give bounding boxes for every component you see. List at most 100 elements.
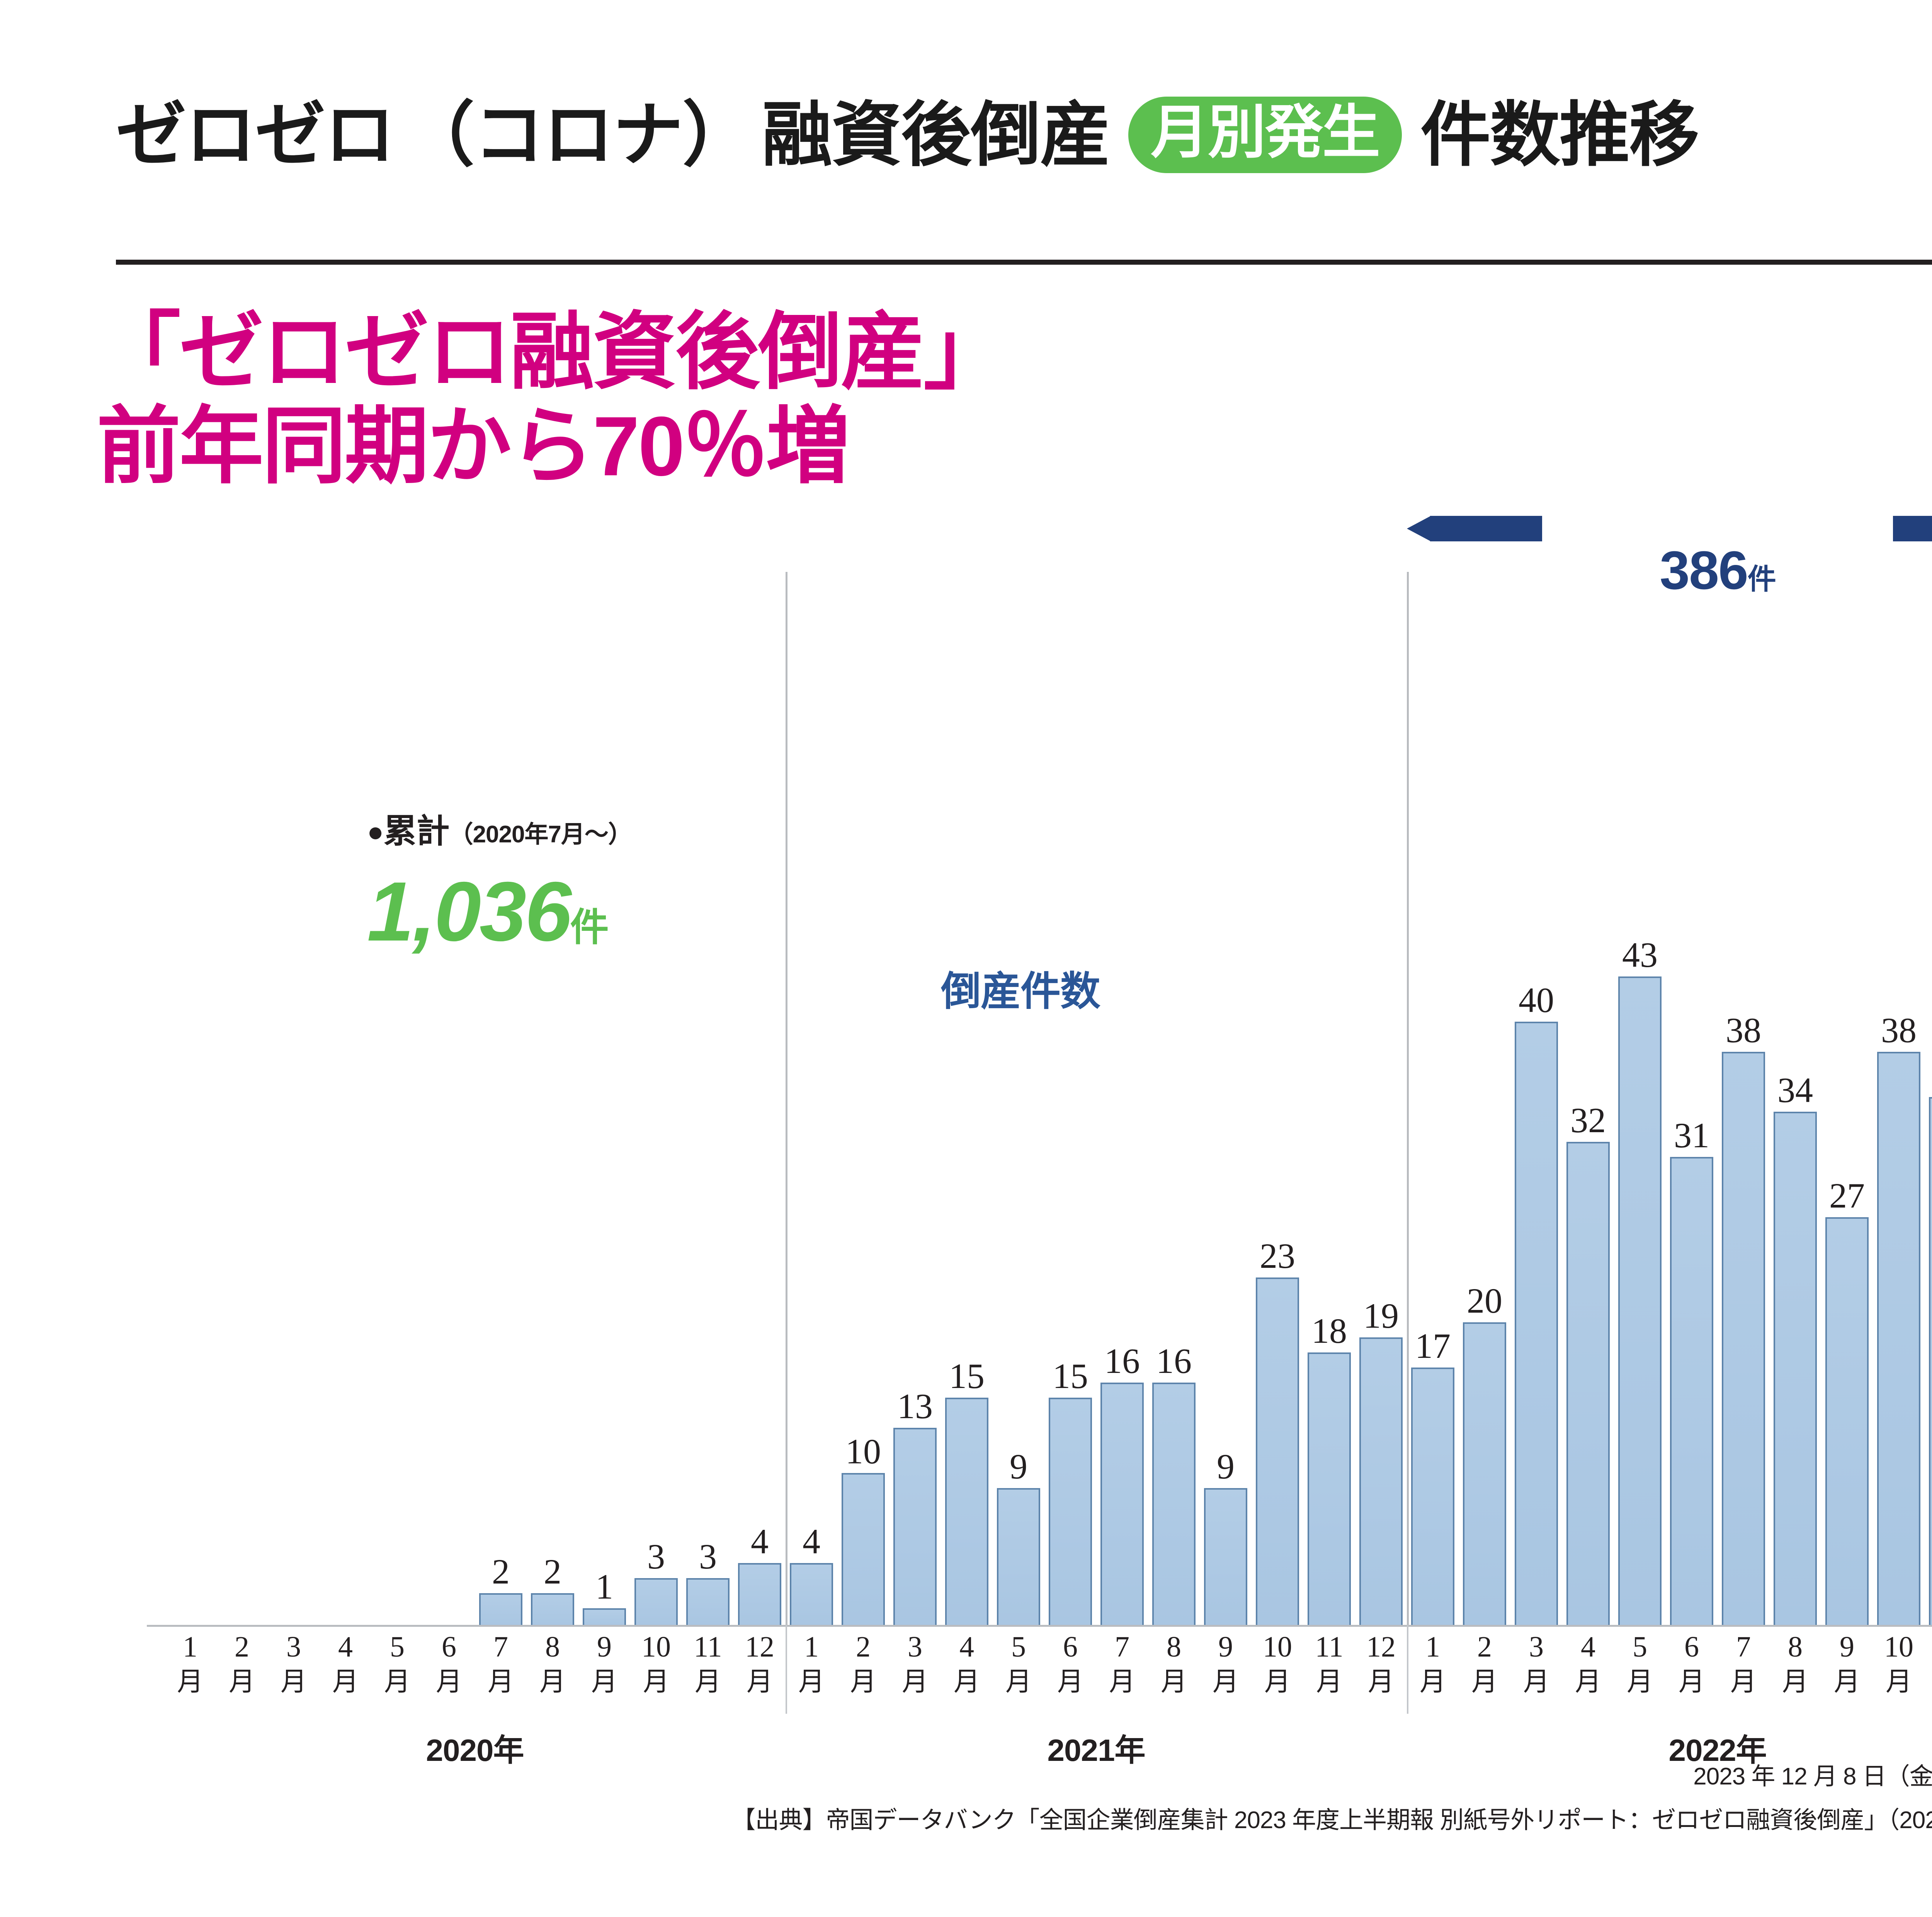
bar-value-label: 9 <box>1009 1446 1027 1486</box>
month-number: 4 <box>959 1631 974 1663</box>
bar-value-label: 18 <box>1311 1311 1347 1351</box>
bullet-dot-icon: ● <box>367 816 384 847</box>
x-axis: 1 月 2 月 3 月 4 月 5 月 6 月 7 月 8 月 9 月 10 月 11 月 12 月 1 月 2 月 3 月 4 月 5 月 6 月 7… <box>147 1625 1932 1795</box>
bar: 27 <box>1825 1178 1869 1625</box>
bar-value-label: 2 <box>492 1552 510 1592</box>
x-axis-month-label: 11 月 <box>682 1629 734 1698</box>
month-number: 11 <box>694 1631 722 1663</box>
month-kanji: 月 <box>1316 1667 1342 1696</box>
month-kanji: 月 <box>1626 1667 1653 1696</box>
x-axis-year-separator <box>786 1625 787 1714</box>
month-number: 5 <box>390 1631 405 1663</box>
month-kanji: 月 <box>1925 1665 1932 1698</box>
headline-line-1: 「ゼロゼロ融資後倒産」 <box>97 305 1008 399</box>
x-axis-month-label: 10 月 <box>1873 1629 1925 1698</box>
month-kanji: 月 <box>1471 1667 1498 1696</box>
month-number: 3 <box>286 1631 301 1663</box>
bar: 3 <box>634 1539 678 1625</box>
month-kanji: 月 <box>953 1667 980 1696</box>
bar: 43 <box>1618 937 1662 1625</box>
bar: 40 <box>1514 982 1558 1625</box>
month-kanji: 月 <box>1264 1667 1291 1696</box>
month-kanji: 月 <box>280 1667 307 1696</box>
bar-slot <box>320 572 371 1625</box>
bar-value-label: 20 <box>1466 1281 1502 1321</box>
bar: 35 <box>1929 1097 1932 1625</box>
year-separator-line <box>1407 572 1409 1627</box>
x-axis-month-label: 10 月 <box>630 1629 682 1698</box>
bar-slot: 40 <box>1510 572 1562 1625</box>
month-kanji: 月 <box>332 1667 359 1696</box>
annotation-2022-value: 386件 <box>1407 539 1932 602</box>
month-number: 3 <box>908 1631 922 1663</box>
bar: 1 <box>582 1569 626 1625</box>
header-title-row: ゼロゼロ （コロナ） 融資後倒産 月別発生 件数推移 <box>116 97 1932 173</box>
footer-meeting-line: 2023 年 12 月 8 日（金）参議院予算委員会／れいわ新選組 山本太郎／ <box>1693 1763 1932 1790</box>
month-kanji: 月 <box>1782 1667 1808 1696</box>
bar: 9 <box>1204 1449 1248 1625</box>
x-axis-year-separator <box>1407 1625 1408 1714</box>
x-axis-month-label: 11 月 <box>1303 1629 1355 1698</box>
month-number: 2 <box>856 1631 871 1663</box>
month-number: 8 <box>1167 1631 1181 1663</box>
plot-area: 2 2 1 3 3 4 4 10 13 15 9 15 16 16 9 23 18 19 17 20 40 32 43 31 3… <box>147 572 1932 1627</box>
x-axis-year-label: 2022年 <box>1668 1733 1767 1767</box>
month-number: 1 <box>804 1631 819 1663</box>
month-kanji: 月 <box>694 1667 721 1696</box>
bar-slot: 31 <box>1666 572 1718 1625</box>
bars-container: 2 2 1 3 3 4 4 10 13 15 9 15 16 16 9 23 18 19 17 20 40 32 43 31 3… <box>164 572 1932 1625</box>
x-axis-year-label: 2020年 <box>426 1733 524 1767</box>
header: ゼロゼロ （コロナ） 融資後倒産 月別発生 件数推移 <box>116 97 1932 251</box>
month-number: 4 <box>338 1631 353 1663</box>
bar-slot <box>268 572 320 1625</box>
bar: 20 <box>1463 1283 1507 1625</box>
month-kanji: 月 <box>746 1667 773 1696</box>
month-kanji: 月 <box>798 1667 825 1696</box>
bar-slot: 43 <box>1614 572 1666 1625</box>
bar-slot: 23 <box>1252 572 1303 1625</box>
bar: 10 <box>841 1434 885 1625</box>
bar-value-label: 4 <box>802 1522 820 1561</box>
month-number: 7 <box>1736 1631 1751 1663</box>
month-kanji: 月 <box>1678 1667 1705 1696</box>
month-number: 8 <box>545 1631 560 1663</box>
bar-value-label: 16 <box>1104 1341 1140 1381</box>
bar-value-label: 4 <box>750 1522 769 1561</box>
bar-value-label: 15 <box>949 1356 985 1396</box>
cumulative-label: 累計 <box>383 813 450 850</box>
bar: 4 <box>789 1524 833 1625</box>
month-number: 5 <box>1011 1631 1026 1663</box>
bar-slot: 3 <box>682 572 734 1625</box>
cumulative-label-row: ●累計（2020年7月〜） <box>367 804 908 852</box>
cumulative-unit: 件 <box>570 906 609 949</box>
month-number: 10 <box>641 1631 671 1663</box>
month-number: 7 <box>493 1631 508 1663</box>
month-kanji: 月 <box>539 1667 566 1696</box>
month-kanji: 月 <box>1885 1667 1912 1696</box>
month-kanji: 月 <box>1109 1667 1135 1696</box>
month-number: 9 <box>1218 1631 1233 1663</box>
bar-slot: 4 <box>734 572 786 1625</box>
arrow-head-left-icon <box>1407 516 1431 541</box>
bar: 3 <box>686 1539 730 1625</box>
title-part-3: 件数推移 <box>1420 95 1699 174</box>
bar-value-label: 2 <box>543 1552 561 1592</box>
headline-line-2: 前年同期から70％増 <box>97 400 850 494</box>
bar-slot: 38 <box>1873 572 1925 1625</box>
bar-slot: 18 <box>1303 572 1355 1625</box>
bar-value-label: 17 <box>1415 1326 1451 1366</box>
cumulative-value-row: 1,036件 <box>367 864 908 960</box>
month-number: 9 <box>1840 1631 1854 1663</box>
bar: 2 <box>531 1554 575 1625</box>
title-part-1: ゼロゼロ <box>116 95 395 174</box>
